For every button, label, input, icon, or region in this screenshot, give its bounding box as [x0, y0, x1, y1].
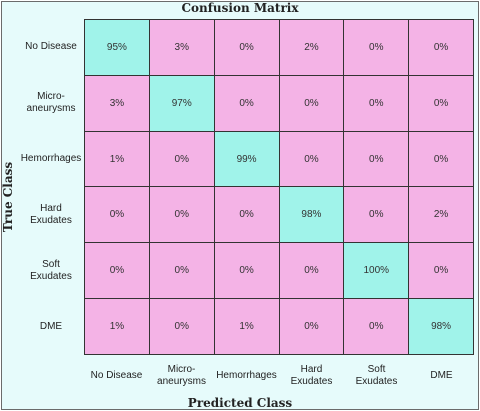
matrix-cell: 0%	[344, 20, 410, 76]
column-label: DME	[430, 370, 453, 381]
matrix-cell: 0%	[279, 299, 345, 355]
matrix-cell: 3%	[85, 75, 150, 132]
matrix-cell: 0%	[344, 299, 410, 355]
matrix-cell: 0%	[279, 75, 345, 132]
matrix-cell: 0%	[149, 243, 215, 300]
row-label: No Disease	[25, 41, 77, 52]
column-label: Soft Exudates	[355, 364, 398, 387]
matrix-cell: 98%	[279, 187, 345, 244]
matrix-cell: 3%	[149, 20, 215, 76]
column-label: Hemorrhages	[216, 370, 277, 381]
row-label: Hemorrhages	[20, 153, 82, 164]
matrix-cell: 99%	[214, 131, 280, 188]
row-label: DME	[39, 321, 63, 332]
row-labels: No Disease Micro- aneurysms Hemorrhages Har…	[18, 19, 84, 355]
matrix-cell: 0%	[409, 131, 474, 188]
column-label: Micro- aneurysms	[157, 364, 206, 387]
matrix-cell: 0%	[344, 187, 410, 244]
matrix-cell: 1%	[85, 131, 150, 188]
matrix-cell: 0%	[214, 187, 280, 244]
matrix-cell: 95%	[85, 20, 150, 76]
matrix-cell: 0%	[85, 243, 150, 300]
matrix-cell: 0%	[214, 243, 280, 300]
matrix-cell: 0%	[214, 75, 280, 132]
column-label: Hard Exudates	[290, 364, 333, 387]
matrix-cell: 0%	[409, 243, 474, 300]
row-label: Hard Exudates	[30, 203, 72, 226]
matrix-cell: 1%	[214, 299, 280, 355]
matrix-cell: 0%	[279, 243, 345, 300]
column-labels: No Disease Micro- aneurysms Hemorrhages Har…	[84, 360, 474, 392]
matrix-cell: 0%	[149, 187, 215, 244]
matrix-cell: 1%	[85, 299, 150, 355]
matrix-cell: 97%	[149, 75, 215, 132]
matrix-cell: 0%	[344, 75, 410, 132]
matrix-cell: 0%	[344, 131, 410, 188]
x-axis-title: Predicted Class	[187, 396, 293, 410]
matrix-cell: 2%	[409, 187, 474, 244]
matrix-cell: 2%	[279, 20, 345, 76]
matrix-cell: 0%	[149, 299, 215, 355]
matrix-cell: 0%	[85, 187, 150, 244]
matrix-cell: 98%	[409, 299, 474, 355]
matrix-cell: 100%	[344, 243, 410, 300]
matrix-cell: 0%	[149, 131, 215, 188]
row-label: Soft Exudates	[30, 259, 72, 282]
matrix-cell: 0%	[279, 131, 345, 188]
matrix-cell: 0%	[409, 75, 474, 132]
row-label: Micro- aneurysms	[26, 91, 76, 114]
y-axis-title: True Class	[1, 161, 15, 233]
matrix-cell: 0%	[409, 20, 474, 76]
matrix-cell: 0%	[214, 20, 280, 76]
column-label: No Disease	[90, 370, 143, 381]
confusion-matrix-grid: 95% 3% 0% 2% 0% 0% 3% 97% 0% 0% 0% 0% 1% 0% 99% 0% 0% 0% 0…	[84, 19, 474, 355]
chart-title: Confusion Matrix	[181, 1, 299, 15]
